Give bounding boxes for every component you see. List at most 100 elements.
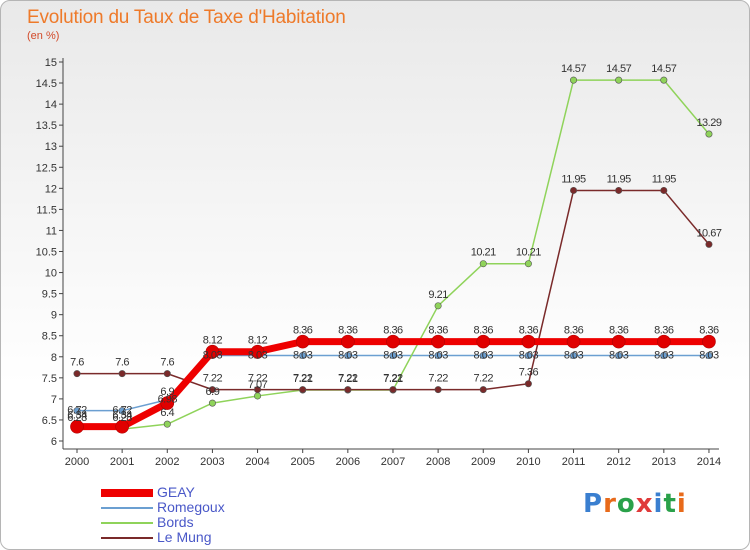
data-point: [299, 386, 307, 394]
data-label: 8.36: [699, 325, 719, 337]
data-label: 11.95: [652, 173, 677, 185]
chart-legend: GEAY Romegoux Bords Le Mung: [101, 484, 301, 545]
data-point: [344, 386, 352, 394]
y-tick-label: 6: [51, 436, 57, 448]
y-tick-label: 13.5: [36, 120, 57, 132]
data-point: [476, 334, 491, 349]
data-label: 8.36: [564, 325, 584, 337]
data-label: 6.4: [160, 407, 174, 419]
data-point: [657, 334, 671, 349]
data-label: 8.03: [474, 350, 494, 362]
data-point: [118, 370, 126, 378]
data-label: 7.22: [428, 373, 448, 385]
x-tick-label: 2014: [697, 456, 721, 468]
x-tick-label: 2008: [426, 456, 450, 468]
chart-subtitle: (en %): [27, 30, 60, 42]
data-point: [660, 352, 668, 360]
data-label: 8.12: [203, 335, 223, 347]
data-point: [389, 352, 397, 360]
data-label: 7.22: [248, 373, 268, 385]
x-tick-label: 2004: [245, 456, 269, 468]
y-tick-label: 10: [45, 268, 57, 280]
y-tick-label: 9: [51, 310, 57, 322]
logo-letter: o: [616, 489, 636, 519]
data-point: [705, 352, 713, 360]
data-label: 8.12: [248, 335, 268, 347]
data-point: [254, 386, 262, 394]
data-label: 7.22: [338, 373, 358, 385]
legend-item: GEAY: [101, 484, 301, 500]
data-point: [389, 386, 397, 394]
data-point: [615, 186, 623, 194]
x-tick-label: 2001: [110, 456, 134, 468]
data-point: [160, 396, 175, 410]
y-tick-label: 14: [45, 99, 57, 111]
data-label: 8.36: [383, 325, 403, 337]
data-point: [163, 370, 171, 378]
data-point: [479, 260, 487, 268]
y-tick-label: 7: [51, 394, 57, 406]
logo-letter: i: [676, 489, 687, 519]
x-tick-label: 2007: [381, 456, 405, 468]
data-label: 7.22: [293, 373, 313, 385]
legend-item: Romegoux: [101, 499, 301, 515]
data-label: 7.6: [160, 357, 174, 369]
legend-label: Bords: [157, 514, 194, 530]
data-point: [431, 334, 445, 349]
data-point: [615, 352, 623, 360]
data-point: [479, 386, 487, 394]
x-tick-label: 2013: [652, 456, 676, 468]
data-point: [70, 419, 84, 434]
data-label: 7.6: [115, 357, 129, 369]
x-tick-label: 2000: [65, 456, 89, 468]
y-tick-label: 12: [45, 183, 57, 195]
data-label: 6.34: [112, 410, 132, 422]
data-label: 8.36: [338, 325, 358, 337]
data-label: 8.03: [203, 350, 223, 362]
logo-letter: P: [583, 489, 604, 519]
data-label: 7.22: [474, 373, 494, 385]
data-label: 8.03: [654, 350, 674, 362]
x-tick-label: 2003: [200, 456, 224, 468]
data-point: [521, 334, 536, 349]
y-tick-label: 9.5: [42, 289, 57, 301]
data-point: [524, 380, 532, 388]
y-tick-label: 10.5: [36, 247, 57, 259]
data-label: 7.21: [383, 373, 403, 385]
data-point: [386, 334, 400, 349]
y-tick-label: 12.5: [36, 162, 57, 174]
data-label: 8.03: [699, 350, 719, 362]
data-point: [702, 334, 716, 349]
legend-label: Le Mung: [157, 529, 212, 545]
y-tick-label: 8.5: [42, 331, 57, 343]
data-point: [570, 186, 578, 194]
legend-swatch: [101, 507, 153, 509]
data-label: 8.36: [609, 325, 629, 337]
data-label: 6.72: [67, 405, 87, 417]
data-point: [615, 76, 623, 84]
data-point: [208, 399, 216, 407]
data-label: 10.21: [516, 247, 541, 259]
data-label: 6.9: [160, 386, 174, 398]
data-label: 11.95: [561, 173, 586, 185]
data-point: [524, 260, 532, 268]
x-tick-label: 2005: [290, 456, 314, 468]
data-label: 8.36: [474, 325, 494, 337]
y-tick-label: 15: [45, 57, 57, 69]
data-label: 7.36: [519, 367, 539, 379]
data-label: 8.03: [609, 350, 629, 362]
data-point: [163, 420, 171, 428]
data-label: 6.34: [67, 410, 87, 422]
data-point: [118, 407, 126, 415]
data-label: 7.22: [383, 373, 403, 385]
data-point: [660, 76, 668, 84]
y-tick-label: 11: [46, 225, 57, 237]
data-point: [344, 352, 352, 360]
data-label: 8.36: [654, 325, 674, 337]
data-label: 7.21: [338, 373, 358, 385]
data-point: [73, 370, 81, 378]
data-label: 8.36: [428, 325, 448, 337]
logo-letter: x: [635, 489, 654, 519]
data-label: 7.07: [248, 379, 268, 391]
